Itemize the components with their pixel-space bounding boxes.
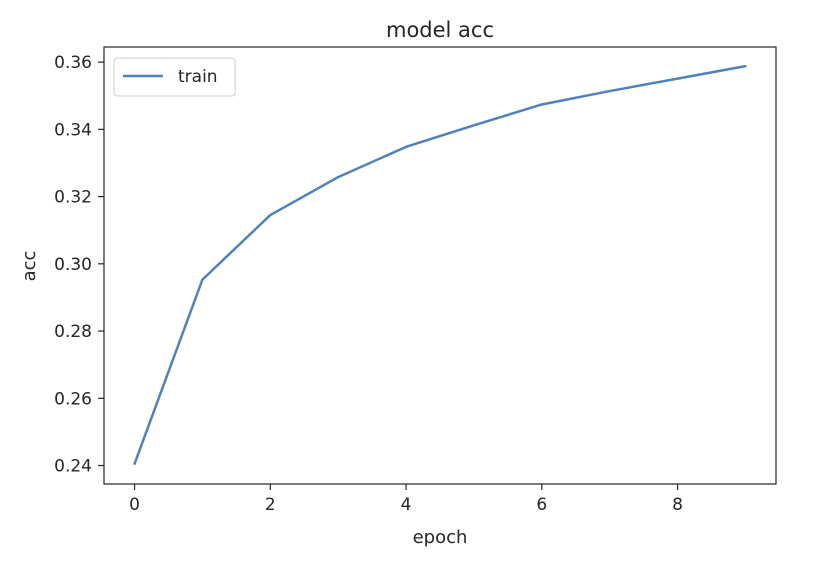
data-point: [336, 175, 340, 179]
data-point: [201, 278, 204, 281]
data-point: [744, 64, 747, 68]
x-axis-label: epoch: [413, 527, 468, 548]
y-tick-label: 0.30: [54, 255, 92, 275]
x-tick-label: 8: [672, 495, 683, 515]
data-point: [404, 145, 408, 149]
legend: train: [113, 57, 236, 97]
series-line-train: [133, 64, 746, 465]
x-tick-label: 6: [536, 495, 547, 515]
chart-title: model acc: [386, 18, 494, 42]
y-tick-label: 0.28: [54, 322, 92, 342]
x-axis: 0 2 4 6 8: [129, 484, 683, 515]
y-axis-label: acc: [19, 251, 40, 282]
data-point: [676, 77, 679, 80]
y-tick-label: 0.36: [54, 53, 92, 73]
data-point: [269, 213, 272, 217]
data-point: [608, 89, 611, 93]
data-point: [133, 462, 136, 466]
y-tick-label: 0.34: [54, 120, 92, 140]
x-tick-label: 0: [129, 495, 140, 515]
legend-label: train: [178, 67, 218, 87]
y-axis: 0.24 0.26 0.28 0.30 0.32 0.34 0.36: [54, 53, 104, 477]
legend-box: [113, 57, 236, 97]
series-layer: [133, 64, 747, 466]
x-tick-label: 4: [401, 495, 412, 515]
x-tick-label: 2: [265, 495, 276, 515]
data-point: [472, 124, 476, 127]
data-point: [540, 103, 544, 106]
y-tick-label: 0.26: [54, 389, 92, 409]
plot-area: [103, 46, 777, 485]
y-tick-label: 0.32: [54, 188, 92, 208]
y-tick-label: 0.24: [54, 457, 92, 477]
